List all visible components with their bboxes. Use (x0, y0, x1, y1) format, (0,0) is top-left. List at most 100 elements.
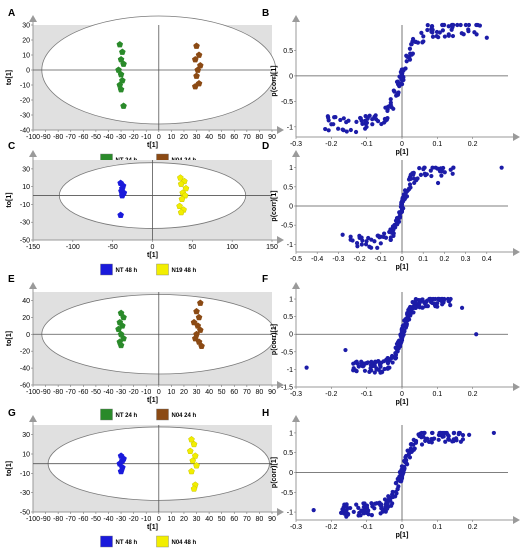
y-tick-label: -1 (287, 510, 293, 517)
data-point (440, 302, 445, 307)
x-tick-label: -90 (41, 134, 51, 141)
data-point (372, 506, 377, 511)
y-tick-label: -0.5 (281, 223, 293, 230)
y-axis-title: p(corr)[1] (271, 457, 278, 488)
x-tick-label: -30 (116, 516, 126, 523)
legend-label: NT 48 h (116, 540, 138, 546)
data-point (429, 440, 434, 445)
x-tick-label: 150 (266, 244, 278, 251)
data-point (356, 505, 361, 510)
data-point (326, 128, 331, 133)
data-point (454, 436, 459, 441)
data-point (394, 93, 399, 98)
y-tick-label: -30 (20, 220, 30, 227)
data-point (366, 508, 371, 513)
axis-arrow-icon (513, 516, 520, 524)
x-tick-label: 60 (230, 134, 238, 141)
x-tick-label: -40 (103, 516, 113, 523)
panel-label: D (262, 141, 269, 152)
panel-f: F -0.3 -0.2 -0.1 0 0.1 0.2 1 0.5 0 -0.5 -1 -1.5 p[1] p… (262, 274, 520, 406)
data-point (448, 302, 453, 308)
x-tick-label: -10 (141, 389, 151, 396)
data-point (117, 467, 125, 475)
data-point (191, 334, 199, 342)
data-point (413, 298, 418, 303)
data-point (379, 121, 384, 127)
x-tick-label: -70 (66, 389, 76, 396)
x-tick-label: -50 (91, 516, 101, 523)
x-tick-label: -0.1 (361, 524, 373, 531)
x-tick-label: 90 (268, 516, 276, 523)
legend-label: N04 24 h (172, 413, 197, 419)
y-tick-label: 0.5 (283, 48, 293, 55)
data-point (369, 501, 374, 506)
y-tick-label: 10 (22, 184, 30, 191)
data-point (404, 323, 409, 328)
data-point (197, 61, 204, 69)
data-point (390, 494, 395, 499)
y-tick-label: 0 (289, 332, 293, 339)
x-axis-title: t[1] (147, 524, 158, 531)
data-point (389, 230, 394, 235)
data-point (359, 242, 364, 247)
data-point (450, 171, 455, 176)
data-point (190, 318, 198, 326)
data-point (451, 438, 456, 444)
data-point (422, 171, 427, 176)
x-axis-title: p[1] (396, 264, 409, 271)
data-point (398, 475, 403, 480)
data-point (194, 322, 202, 329)
data-point (188, 467, 195, 475)
data-point (425, 23, 430, 28)
data-point (119, 322, 126, 329)
x-tick-label: -50 (108, 244, 118, 251)
x-tick-label: 0.4 (482, 256, 492, 263)
x-tick-label: 80 (256, 516, 264, 523)
x-tick-label: 90 (268, 389, 276, 396)
data-point (311, 508, 316, 513)
data-point (446, 24, 451, 29)
data-point (411, 304, 416, 309)
data-point (332, 115, 337, 120)
data-point (385, 356, 391, 361)
data-point (412, 180, 417, 186)
data-point (361, 363, 366, 368)
data-point (417, 301, 422, 306)
x-tick-label: -30 (116, 134, 126, 141)
data-point (405, 188, 410, 193)
panel-label: F (262, 274, 268, 285)
x-tick-label: -10 (141, 134, 151, 141)
data-point (395, 342, 401, 347)
data-point (348, 234, 353, 239)
y-tick-label: -1.5 (281, 385, 293, 392)
series-1 (191, 42, 204, 90)
data-point (354, 502, 359, 507)
data-point (182, 184, 190, 192)
legend-label: NT 24 h (116, 413, 138, 419)
data-point (390, 501, 395, 506)
y-tick-label: 10 (22, 452, 30, 459)
data-point (194, 66, 202, 73)
data-point (190, 485, 198, 492)
data-point (116, 40, 124, 48)
panel-a: A-100 -90 -80 -70 -60 -50 -40 -30 -20 -10 0 10 20 30 4… (6, 8, 284, 166)
data-point (405, 54, 410, 59)
x-tick-label: -70 (66, 516, 76, 523)
data-point (425, 27, 430, 33)
data-point (195, 313, 203, 321)
data-point (115, 325, 122, 333)
y-tick-label: 1 (289, 430, 293, 437)
y-tick-label: -20 (20, 98, 30, 105)
data-point (443, 439, 448, 444)
data-point (357, 235, 362, 240)
x-tick-label: 0.1 (418, 256, 428, 263)
series-0 (311, 430, 496, 519)
data-point (455, 22, 460, 28)
data-point (340, 232, 345, 237)
x-tick-label: 0 (151, 244, 155, 251)
data-point (399, 339, 404, 345)
data-point (354, 119, 359, 124)
x-tick-label: 10 (167, 516, 175, 523)
x-tick-label: -60 (78, 389, 88, 396)
data-point (417, 165, 422, 171)
